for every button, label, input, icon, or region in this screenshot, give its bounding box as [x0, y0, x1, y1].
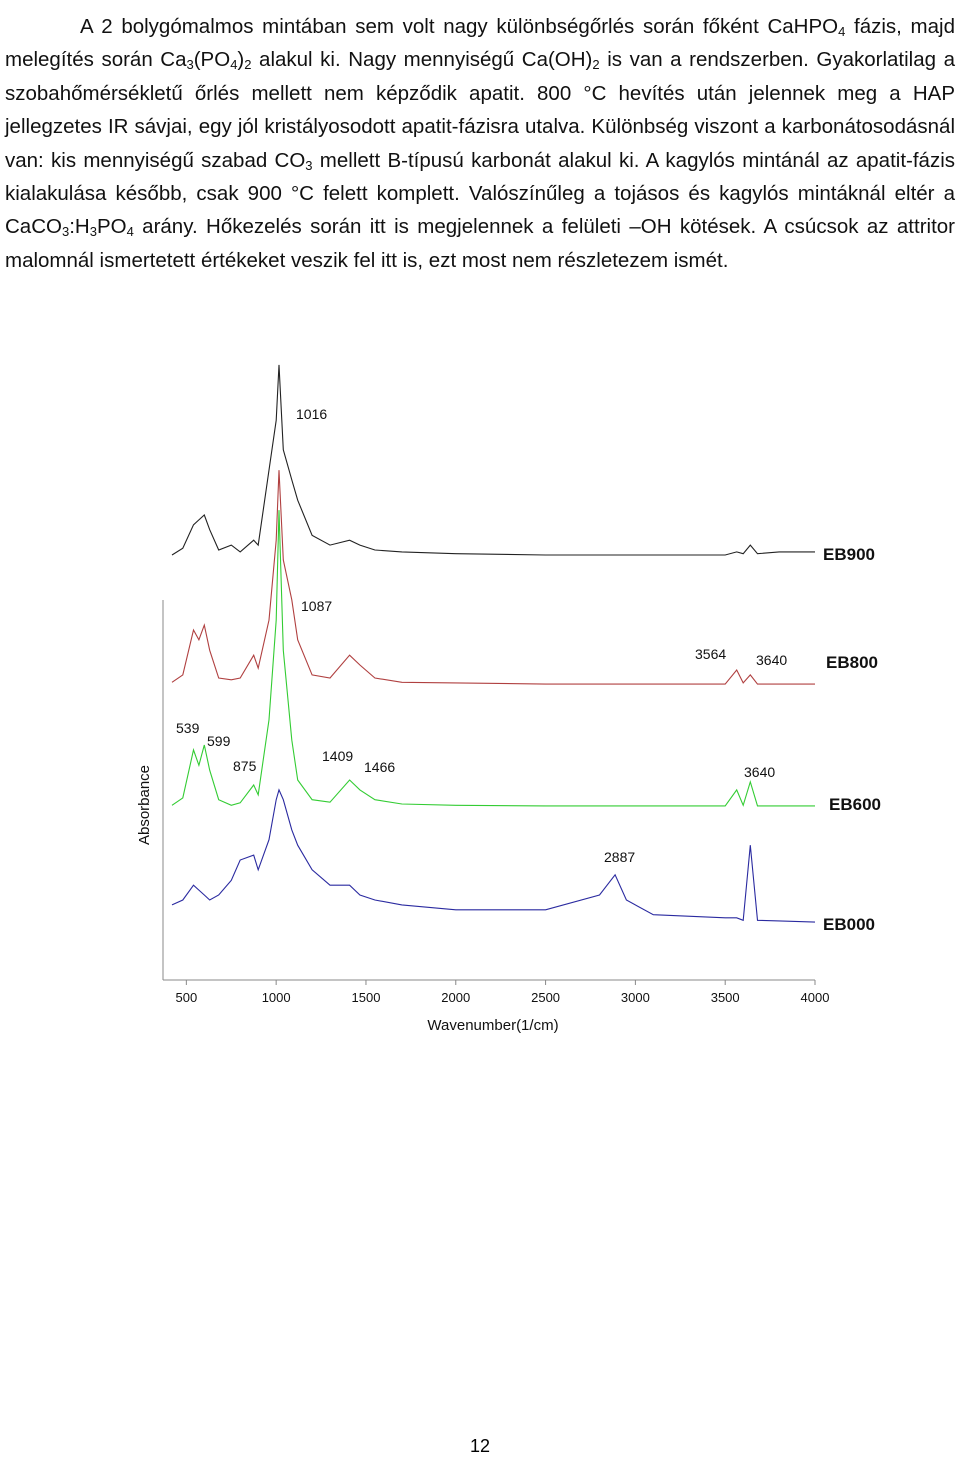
text-run: mellett B-típusú karbonát alakul ki. A k…	[5, 148, 956, 239]
spectrum-line	[171, 470, 815, 685]
text-run: A 2 bolygómalmos mintában sem volt nagy …	[80, 15, 839, 38]
spectrum-line	[171, 364, 815, 556]
series-label: EB900	[823, 545, 875, 564]
x-tick-label: 2500	[531, 990, 560, 1005]
paragraph: A 2 bolygómalmos mintában sem volt nagy …	[5, 10, 955, 277]
spectrum-line	[171, 788, 816, 923]
text-run: :H	[69, 215, 90, 239]
subscript: 4	[230, 57, 238, 73]
subscript: 2	[592, 57, 600, 73]
spectrum-line	[171, 510, 815, 807]
x-tick-label: 4000	[801, 990, 830, 1005]
x-tick-label: 500	[175, 990, 197, 1005]
peak-label: 2887	[604, 849, 635, 865]
peak-label: 539	[176, 720, 200, 736]
text-run: alakul ki. Nagy mennyiségű Ca(OH)	[251, 48, 593, 72]
peak-label: 599	[207, 733, 231, 749]
x-tick-label: 3000	[621, 990, 650, 1005]
series-label: EB800	[826, 653, 878, 672]
series-label: EB000	[823, 915, 875, 934]
x-tick-label: 1000	[262, 990, 291, 1005]
text-run: PO	[96, 215, 127, 239]
series-label: EB600	[829, 795, 881, 814]
peak-label: 3640	[756, 652, 787, 668]
subscript: 4	[126, 224, 134, 240]
y-axis-title: Absorbance	[136, 765, 153, 845]
text-run: )	[237, 48, 245, 72]
peak-label: 1409	[322, 748, 353, 764]
text-run: (PO	[193, 48, 231, 72]
x-tick-label: 3500	[711, 990, 740, 1005]
x-axis-title: Wavenumber(1/cm)	[427, 1017, 558, 1034]
subscript: 3	[186, 57, 194, 73]
x-tick-label: 1500	[352, 990, 381, 1005]
subscript: 3	[89, 224, 97, 240]
page-number: 12	[469, 1436, 491, 1456]
subscript: 3	[305, 157, 313, 173]
chart: 500 1000 1500 2000 2500 3000 3500 4000 Wavenumbe…	[136, 364, 881, 1034]
peak-label: 1466	[364, 759, 395, 775]
text-run: arány. Hőkezelés során itt is megjelenne…	[5, 215, 955, 272]
subscript: 4	[838, 24, 846, 39]
subscript: 2	[244, 57, 252, 73]
peak-label: 1016	[296, 406, 327, 422]
peak-label: 3640	[744, 764, 775, 780]
text-run: fázis, majd melegítés során Ca	[5, 15, 955, 72]
subscript: 3	[61, 224, 70, 240]
peak-label: 1087	[301, 598, 332, 614]
peak-label: 875	[233, 758, 257, 774]
x-tick-label: 2000	[441, 990, 470, 1005]
text-run: is van a rendszerben. Gyakorlatilag a sz…	[5, 48, 955, 172]
peak-label: 3564	[695, 646, 726, 662]
